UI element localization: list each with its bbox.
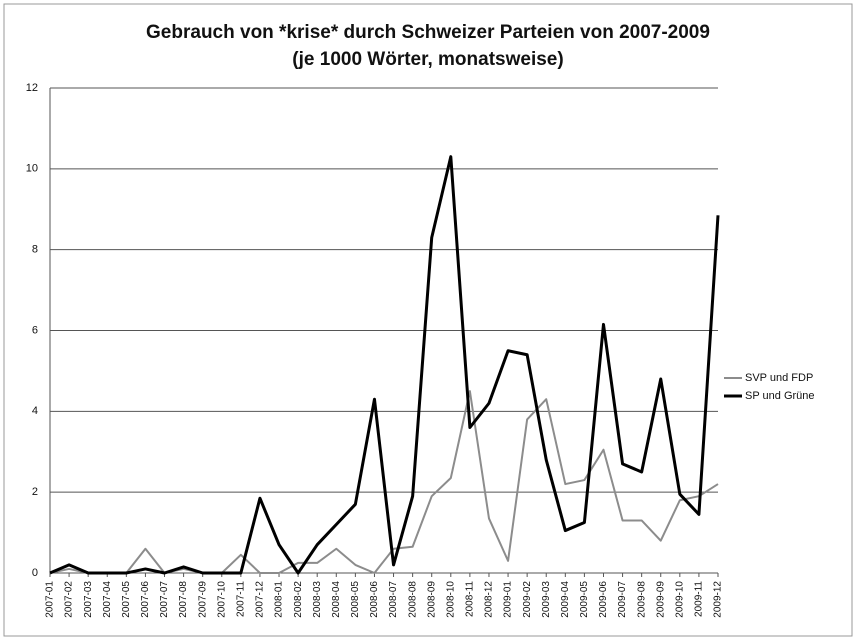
series-line — [49, 155, 720, 575]
x-tick-label: 2009-04 — [560, 581, 571, 618]
x-tick-label: 2009-07 — [617, 581, 628, 618]
x-tick-label: 2008-01 — [274, 581, 285, 618]
x-tick-label: 2008-09 — [426, 581, 437, 618]
y-tick-label: 2 — [32, 486, 38, 498]
x-tick-label: 2007-10 — [216, 581, 227, 618]
x-tick-label: 2007-03 — [83, 581, 94, 618]
chart-subtitle: (je 1000 Wörter, monatsweise) — [292, 49, 563, 70]
x-tick-label: 2007-11 — [235, 581, 246, 617]
x-tick-label: 2007-02 — [64, 581, 75, 618]
legend-label: SP und Grüne — [745, 390, 815, 402]
x-tick-label: 2007-04 — [102, 581, 113, 618]
y-tick-label: 0 — [32, 567, 38, 579]
x-tick-label: 2007-07 — [159, 581, 170, 618]
x-tick-label: 2008-03 — [312, 581, 323, 618]
x-tick-label: 2009-12 — [713, 581, 724, 618]
series-line — [49, 390, 719, 574]
y-tick-label: 6 — [32, 324, 38, 336]
x-tick-label: 2009-08 — [636, 581, 647, 618]
x-tick-label: 2007-05 — [121, 581, 132, 618]
x-tick-label: 2008-10 — [445, 581, 456, 618]
x-tick-label: 2008-05 — [350, 581, 361, 618]
x-tick-label: 2007-01 — [45, 581, 56, 618]
chart-frame — [3, 3, 853, 637]
x-tick-label: 2008-12 — [484, 581, 495, 618]
x-tick-label: 2007-06 — [140, 581, 151, 618]
x-tick-label: 2007-09 — [197, 581, 208, 618]
x-tick-label: 2009-02 — [522, 581, 533, 618]
x-tick-label: 2009-05 — [579, 581, 590, 618]
x-tick-label: 2008-04 — [331, 581, 342, 618]
x-tick-label: 2009-06 — [598, 581, 609, 618]
y-tick-label: 12 — [26, 82, 38, 94]
x-tick-label: 2009-11 — [694, 581, 705, 617]
x-tick-label: 2008-02 — [293, 581, 304, 618]
x-tick-label: 2007-12 — [255, 581, 266, 618]
x-tick-label: 2007-08 — [178, 581, 189, 618]
x-tick-label: 2009-09 — [655, 581, 666, 618]
x-tick-label: 2009-10 — [674, 581, 685, 618]
x-tick-label: 2008-11 — [465, 581, 476, 617]
y-tick-label: 4 — [32, 405, 38, 417]
y-tick-label: 10 — [26, 163, 38, 175]
x-tick-label: 2009-03 — [541, 581, 552, 618]
x-tick-label: 2008-08 — [407, 581, 418, 618]
chart-title: Gebrauch von *krise* durch Schweizer Par… — [146, 22, 710, 43]
legend-label: SVP und FDP — [745, 372, 813, 384]
x-tick-label: 2008-06 — [369, 581, 380, 618]
x-tick-label: 2009-01 — [503, 581, 514, 618]
y-tick-label: 8 — [32, 244, 38, 256]
x-tick-label: 2008-07 — [388, 581, 399, 618]
